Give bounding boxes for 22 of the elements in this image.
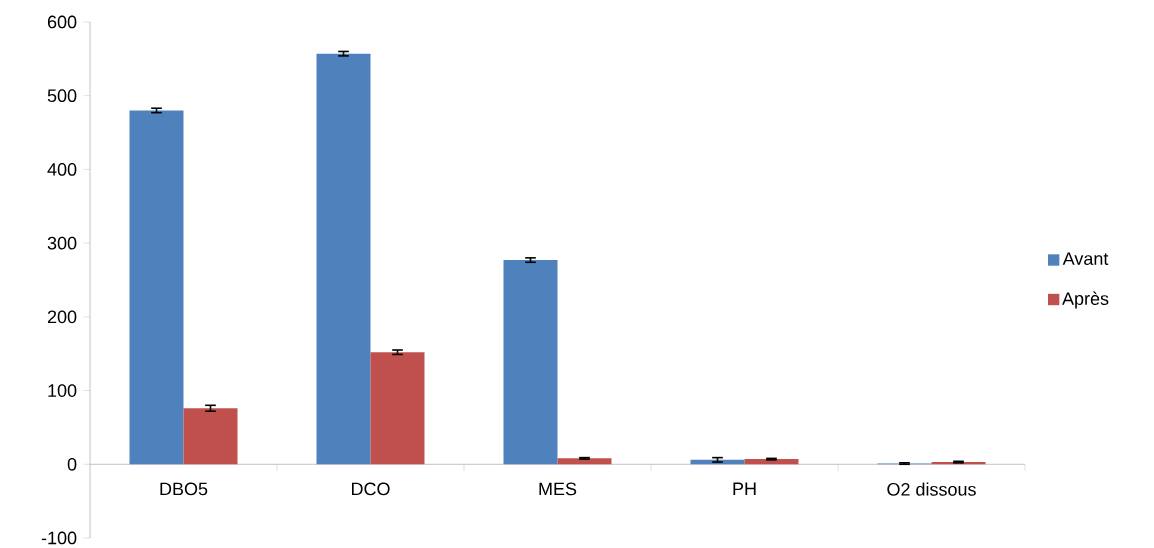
bar [557, 458, 612, 465]
y-tick-label: 600 [47, 15, 77, 29]
x-tick-label: DBO5 [160, 482, 208, 496]
y-tick-label: 400 [47, 163, 77, 176]
bar [129, 110, 184, 465]
y-tick-label: 500 [47, 89, 77, 103]
y-tick-label: 300 [47, 236, 77, 250]
y-tick-label: 200 [47, 310, 77, 324]
bar [370, 352, 425, 465]
legend-label: Après [1062, 291, 1109, 309]
x-tick-label: PH [733, 482, 756, 495]
bar [744, 459, 799, 465]
x-tick-label: O2 dissous [887, 482, 976, 496]
bar [183, 408, 238, 465]
y-tick-label: -100 [41, 531, 77, 545]
y-tick-label: 100 [48, 384, 77, 397]
bar [503, 260, 558, 465]
y-tick-label: 0 [67, 457, 77, 471]
legend-label: Avant [1062, 252, 1109, 266]
bar [316, 53, 371, 465]
x-tick-label: DCO [351, 482, 390, 496]
x-tick-label: MES [539, 482, 577, 496]
